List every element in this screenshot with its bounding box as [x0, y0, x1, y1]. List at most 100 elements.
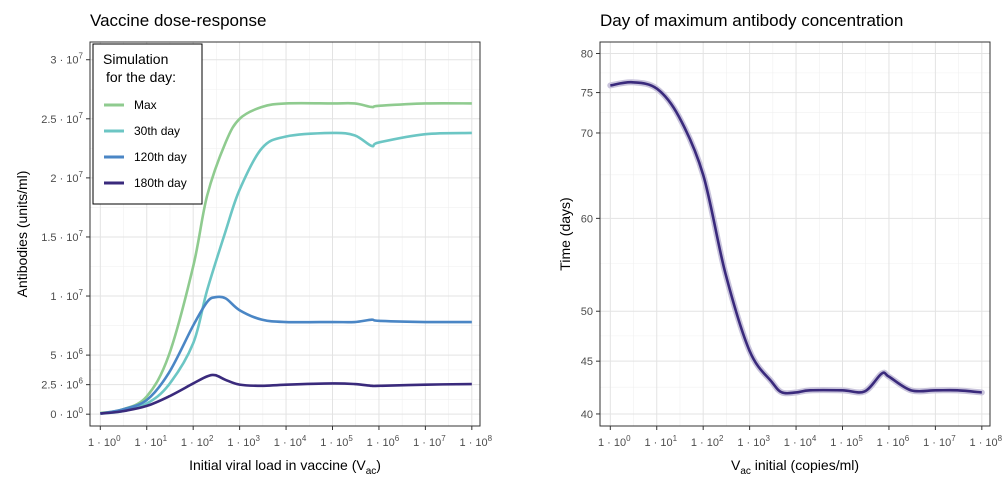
x-tick-label: 1 · 107: [413, 434, 446, 449]
x-tick-label-exp: 0: [116, 434, 121, 443]
dose-response-panel: Vaccine dose-response 1 · 100 1 · 101 1 · …: [14, 11, 493, 477]
x-tick-label-exp: 4: [812, 434, 817, 443]
x-tick-label-exp: 8: [488, 434, 493, 443]
x-tick-label: 1 · 100: [88, 434, 121, 449]
y-tick-label-base: 5 · 10: [50, 350, 78, 362]
x-tick-label-exp: 0: [626, 434, 631, 443]
x-tick-label: 1 · 100: [598, 434, 631, 449]
x-tick-label-base: 1 · 10: [598, 437, 626, 449]
x-tick-label-exp: 2: [719, 434, 724, 443]
series-line-180th-day: [100, 373, 472, 415]
series-line-30th-day: [100, 131, 472, 415]
legend-title-line1: Simulation: [103, 51, 168, 67]
y-tick-label: 75: [581, 88, 593, 100]
x-tick-label-base: 1 · 10: [460, 437, 488, 449]
left-x-axis-title: Initial viral load in vaccine (Vac): [189, 457, 381, 477]
y-tick-label-base: 3 · 10: [50, 55, 78, 67]
x-tick-label: 1 · 105: [320, 434, 353, 449]
y-tick-label: 60: [581, 213, 593, 225]
y-tick-label-base: 2 · 10: [50, 173, 78, 185]
y-tick-label-exp: 7: [79, 288, 84, 297]
left-xlabel-sub: ac: [366, 466, 377, 477]
right-chart-title: Day of maximum antibody concentration: [600, 11, 903, 30]
x-tick-label-exp: 6: [395, 434, 400, 443]
x-tick-label-exp: 3: [765, 434, 770, 443]
x-tick-label-base: 1 · 10: [923, 437, 951, 449]
x-tick-label: 1 · 103: [737, 434, 770, 449]
x-tick-label-base: 1 · 10: [737, 437, 765, 449]
y-tick-label: 2.5 · 107: [41, 111, 83, 126]
x-tick-label-base: 1 · 10: [830, 437, 858, 449]
y-tick-label-exp: 6: [79, 347, 84, 356]
right-xlabel-sub: ac: [740, 466, 751, 477]
legend-label: 120th day: [134, 150, 187, 164]
right-x-tick-labels: 1 · 100 1 · 101 1 · 102 1 · 103 1 · 104 1 · 1…: [598, 426, 1003, 449]
series-line: [610, 80, 982, 395]
x-tick-label: 1 · 108: [460, 434, 493, 449]
x-tick-label: 1 · 104: [784, 434, 817, 449]
x-tick-label: 1 · 107: [923, 434, 956, 449]
x-tick-label: 1 · 108: [970, 434, 1003, 449]
left-xlabel-main: Initial viral load in vaccine (V: [189, 457, 366, 473]
right-plot-frame: [599, 41, 991, 427]
y-tick-label: 1 · 107: [50, 288, 83, 303]
x-tick-label: 1 · 101: [644, 434, 677, 449]
x-tick-label-base: 1 · 10: [877, 437, 905, 449]
max-antibody-day-panel: Day of maximum antibody concentration 1 …: [557, 11, 1003, 477]
y-tick-label: 5 · 106: [50, 347, 83, 362]
y-tick-label: 40: [581, 409, 593, 421]
legend-items: Max 30th day 120th day 180th day: [104, 98, 187, 190]
x-tick-label: 1 · 101: [134, 434, 167, 449]
y-tick-label-base: 2.5 · 10: [41, 114, 78, 126]
right-y-tick-labels: 40 45 50 60 70 75 80: [581, 48, 600, 421]
x-tick-label-exp: 7: [951, 434, 956, 443]
y-tick-label-exp: 7: [79, 229, 84, 238]
x-tick-label-base: 1 · 10: [413, 437, 441, 449]
left-plot-frame: [89, 41, 481, 427]
x-tick-label-exp: 5: [348, 434, 353, 443]
x-tick-label-exp: 5: [858, 434, 863, 443]
x-tick-label: 1 · 106: [877, 434, 910, 449]
x-tick-label-exp: 1: [673, 434, 678, 443]
right-xlabel-end: initial (copies/ml): [751, 457, 859, 473]
x-tick-label: 1 · 102: [691, 434, 724, 449]
left-y-axis-title: Antibodies (units/ml): [14, 171, 30, 298]
x-tick-label-exp: 4: [302, 434, 307, 443]
legend-title-line2: for the day:: [106, 69, 176, 85]
y-tick-label-exp: 0: [79, 406, 84, 415]
legend: Simulation for the day: Max 30th day 120th…: [92, 43, 203, 205]
y-tick-label: 45: [581, 356, 593, 368]
x-tick-label: 1 · 102: [181, 434, 214, 449]
x-tick-label-base: 1 · 10: [644, 437, 672, 449]
x-tick-label-exp: 8: [998, 434, 1003, 443]
left-series-lines: [100, 101, 472, 415]
y-tick-label: 3 · 107: [50, 52, 83, 67]
series-line-max: [100, 101, 472, 415]
x-tick-label: 1 · 104: [274, 434, 307, 449]
right-y-axis-title: Time (days): [557, 197, 573, 270]
right-xlabel-main: V: [731, 457, 741, 473]
legend-label: 180th day: [134, 176, 187, 190]
y-tick-label-base: 0 · 10: [50, 409, 78, 421]
x-tick-label: 1 · 105: [830, 434, 863, 449]
x-tick-label-base: 1 · 10: [134, 437, 162, 449]
x-tick-label-exp: 6: [905, 434, 910, 443]
x-tick-label-base: 1 · 10: [970, 437, 998, 449]
x-tick-label-base: 1 · 10: [367, 437, 395, 449]
x-tick-label: 1 · 106: [367, 434, 400, 449]
y-tick-label-exp: 7: [79, 170, 84, 179]
left-x-tick-labels: 1 · 100 1 · 101 1 · 102 1 · 103 1 · 104 1 · 1…: [88, 426, 493, 449]
y-tick-label-exp: 7: [79, 111, 84, 120]
legend-label: 30th day: [134, 124, 180, 138]
right-plot-background: [600, 42, 990, 426]
y-tick-label: 2.5 · 106: [41, 377, 83, 392]
legend-label: Max: [134, 98, 157, 112]
y-tick-label: 1.5 · 107: [41, 229, 83, 244]
x-tick-label-exp: 7: [441, 434, 446, 443]
right-x-axis-title: Vac initial (copies/ml): [731, 457, 859, 477]
right-series-lines: [607, 79, 985, 397]
y-tick-label-base: 2.5 · 10: [41, 380, 78, 392]
y-tick-label: 2 · 107: [50, 170, 83, 185]
